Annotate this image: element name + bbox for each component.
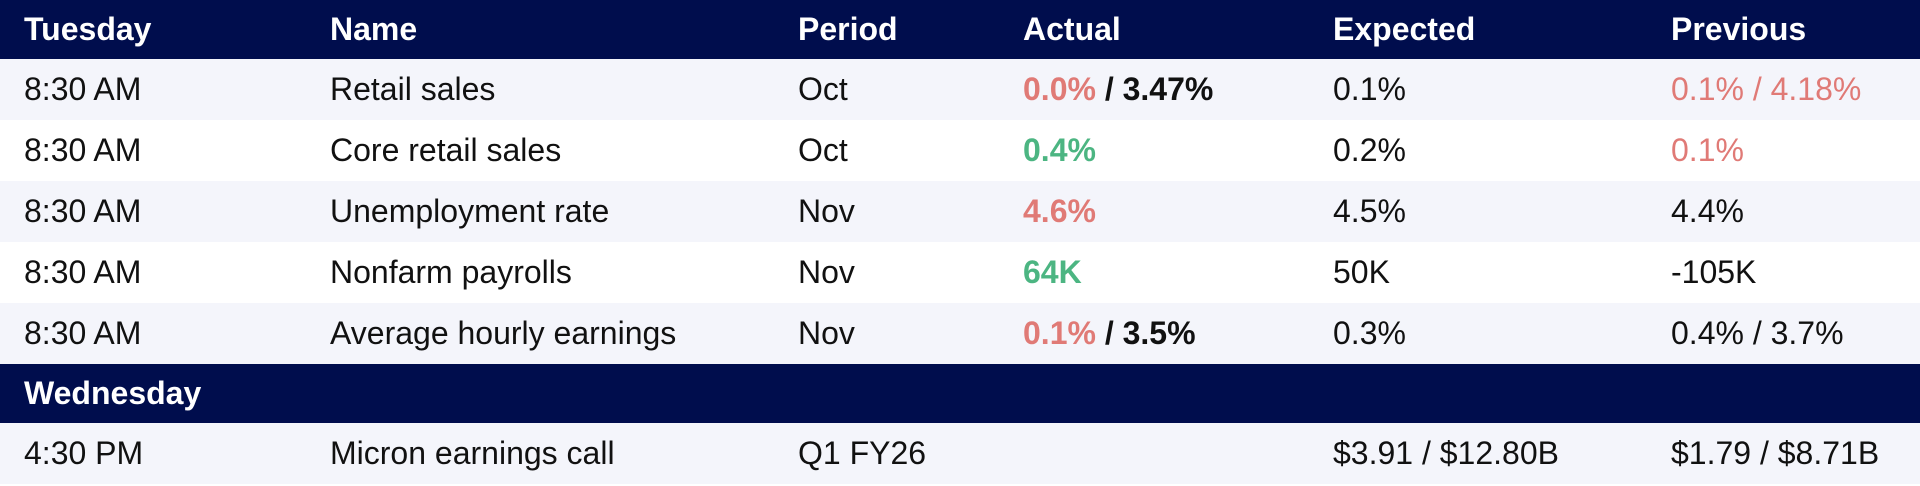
previous-cell: 0.1% / 4.18% — [1647, 59, 1920, 120]
actual-separator: / — [1095, 315, 1123, 351]
name-column-header: Name — [306, 0, 774, 59]
name-cell: Nonfarm payrolls — [306, 242, 774, 303]
actual-value: 4.6% — [1023, 193, 1096, 229]
expected-cell: 50K — [1309, 242, 1647, 303]
table-row: 8:30 AM Unemployment rate Nov 4.6% 4.5% … — [0, 181, 1920, 242]
previous-cell: 0.1% — [1647, 120, 1920, 181]
table-row: 4:30 PM Micron earnings call Q1 FY26 $3.… — [0, 423, 1920, 484]
expected-cell: $3.91 / $12.80B — [1309, 423, 1647, 484]
time-cell: 4:30 PM — [0, 423, 306, 484]
period-cell: Q1 FY26 — [774, 423, 999, 484]
expected-cell: 4.5% — [1309, 181, 1647, 242]
name-cell: Core retail sales — [306, 120, 774, 181]
name-cell: Micron earnings call — [306, 423, 774, 484]
previous-cell: $1.79 / $8.71B — [1647, 423, 1920, 484]
actual-cell: 0.0% / 3.47% — [999, 59, 1309, 120]
actual-cell: 4.6% — [999, 181, 1309, 242]
table-row: 8:30 AM Average hourly earnings Nov 0.1%… — [0, 303, 1920, 364]
period-cell: Nov — [774, 242, 999, 303]
expected-cell: 0.3% — [1309, 303, 1647, 364]
time-cell: 8:30 AM — [0, 59, 306, 120]
name-cell: Retail sales — [306, 59, 774, 120]
previous-cell: 4.4% — [1647, 181, 1920, 242]
name-cell: Unemployment rate — [306, 181, 774, 242]
actual-secondary-value: 3.5% — [1122, 315, 1196, 351]
actual-cell — [999, 423, 1309, 484]
wednesday-header-row: Wednesday — [0, 364, 1920, 423]
actual-value: 0.4% — [1023, 132, 1096, 168]
actual-value: 0.0% — [1023, 71, 1096, 107]
expected-column-header: Expected — [1309, 0, 1647, 59]
table-row: 8:30 AM Nonfarm payrolls Nov 64K 50K -10… — [0, 242, 1920, 303]
period-cell: Nov — [774, 181, 999, 242]
previous-column-header: Previous — [1647, 0, 1920, 59]
time-cell: 8:30 AM — [0, 120, 306, 181]
tuesday-header-row: Tuesday Name Period Actual Expected Prev… — [0, 0, 1920, 59]
time-cell: 8:30 AM — [0, 242, 306, 303]
period-cell: Oct — [774, 59, 999, 120]
actual-column-header: Actual — [999, 0, 1309, 59]
expected-cell: 0.2% — [1309, 120, 1647, 181]
actual-separator: / — [1095, 71, 1123, 107]
expected-cell: 0.1% — [1309, 59, 1647, 120]
actual-value: 64K — [1023, 254, 1082, 290]
period-cell: Nov — [774, 303, 999, 364]
previous-cell: -105K — [1647, 242, 1920, 303]
time-cell: 8:30 AM — [0, 181, 306, 242]
time-cell: 8:30 AM — [0, 303, 306, 364]
actual-cell: 0.1% / 3.5% — [999, 303, 1309, 364]
previous-cell: 0.4% / 3.7% — [1647, 303, 1920, 364]
actual-secondary-value: 3.47% — [1122, 71, 1214, 107]
table-row: 8:30 AM Retail sales Oct 0.0% / 3.47% 0.… — [0, 59, 1920, 120]
name-cell: Average hourly earnings — [306, 303, 774, 364]
actual-cell: 0.4% — [999, 120, 1309, 181]
period-cell: Oct — [774, 120, 999, 181]
period-column-header: Period — [774, 0, 999, 59]
actual-cell: 64K — [999, 242, 1309, 303]
actual-value: 0.1% — [1023, 315, 1096, 351]
day-header: Tuesday — [0, 0, 306, 59]
table-row: 8:30 AM Core retail sales Oct 0.4% 0.2% … — [0, 120, 1920, 181]
day-header: Wednesday — [0, 364, 1920, 423]
